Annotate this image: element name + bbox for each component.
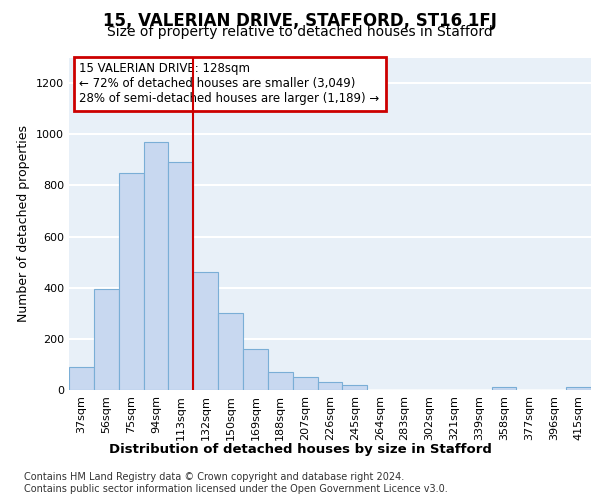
Bar xyxy=(491,388,517,390)
Text: Contains public sector information licensed under the Open Government Licence v3: Contains public sector information licen… xyxy=(24,484,448,494)
Bar xyxy=(218,314,243,390)
Bar xyxy=(193,272,218,390)
Bar xyxy=(119,172,143,390)
Bar xyxy=(69,367,94,390)
Text: Distribution of detached houses by size in Stafford: Distribution of detached houses by size … xyxy=(109,442,491,456)
Bar xyxy=(343,385,367,390)
Bar xyxy=(143,142,169,390)
Text: Contains HM Land Registry data © Crown copyright and database right 2024.: Contains HM Land Registry data © Crown c… xyxy=(24,472,404,482)
Bar xyxy=(94,289,119,390)
Bar xyxy=(293,376,317,390)
Bar xyxy=(169,162,193,390)
Text: Size of property relative to detached houses in Stafford: Size of property relative to detached ho… xyxy=(107,25,493,39)
Text: 15 VALERIAN DRIVE: 128sqm
← 72% of detached houses are smaller (3,049)
28% of se: 15 VALERIAN DRIVE: 128sqm ← 72% of detac… xyxy=(79,62,380,106)
Text: 15, VALERIAN DRIVE, STAFFORD, ST16 1FJ: 15, VALERIAN DRIVE, STAFFORD, ST16 1FJ xyxy=(103,12,497,30)
Bar xyxy=(566,387,591,390)
Bar xyxy=(268,372,293,390)
Bar xyxy=(317,382,343,390)
Y-axis label: Number of detached properties: Number of detached properties xyxy=(17,125,31,322)
Bar xyxy=(243,349,268,390)
